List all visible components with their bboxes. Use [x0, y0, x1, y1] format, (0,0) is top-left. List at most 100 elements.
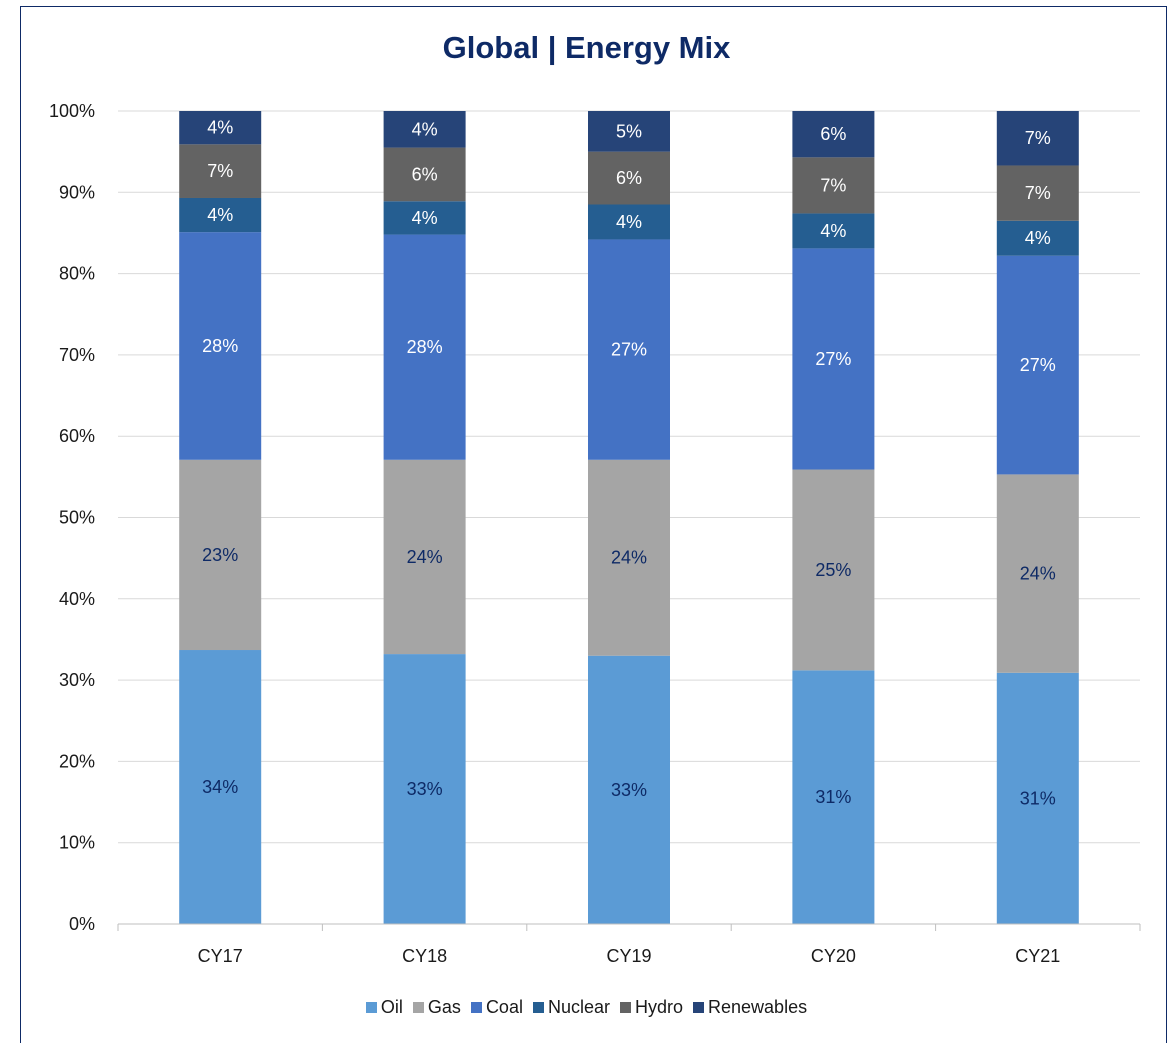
y-tick-label: 60% — [59, 426, 95, 446]
bar-segment-nuclear — [383, 201, 466, 235]
data-label-coal: 28% — [407, 337, 443, 357]
data-label-gas: 25% — [815, 560, 851, 580]
bar-stacks: 34% 23% 28% 4% 7% 4% 33% 24% 28% 4% 6% 4% 33% 24% 27% 4… — [179, 111, 1079, 924]
x-tick-label: CY19 — [606, 946, 651, 966]
bar-segment-hydro — [179, 144, 262, 198]
legend-item-renewables: Renewables — [693, 997, 807, 1018]
data-label-hydro: 6% — [616, 168, 642, 188]
y-tick-label: 0% — [69, 914, 95, 934]
bar-segment-hydro — [996, 165, 1079, 221]
data-label-nuclear: 4% — [820, 221, 846, 241]
data-label-oil: 33% — [611, 780, 647, 800]
data-label-oil: 31% — [1020, 788, 1056, 808]
data-label-nuclear: 4% — [1025, 228, 1051, 248]
bar-segment-oil — [996, 672, 1079, 924]
legend-label: Coal — [485, 997, 523, 1017]
bar-segment-gas — [792, 469, 875, 671]
bar-segment-renewables — [792, 111, 875, 158]
bar-segment-nuclear — [792, 213, 875, 249]
data-label-coal: 27% — [611, 340, 647, 360]
legend-swatch — [532, 1002, 544, 1013]
data-label-gas: 24% — [611, 548, 647, 568]
data-label-coal: 27% — [1020, 355, 1056, 375]
data-label-oil: 33% — [407, 779, 443, 799]
legend-label: Renewables — [708, 997, 808, 1017]
legend-label: Oil — [380, 997, 403, 1017]
y-tick-label: 70% — [59, 345, 95, 365]
x-tick-label: CY20 — [811, 946, 856, 966]
bar-segment-hydro — [588, 151, 670, 205]
bar-segment-renewables — [588, 111, 670, 152]
bar-segment-coal — [996, 255, 1079, 475]
bar-segment-coal — [588, 239, 670, 460]
bar-segment-nuclear — [588, 204, 670, 240]
bar-segment-gas — [996, 474, 1079, 673]
x-tick-label: CY17 — [198, 946, 243, 966]
legend-swatch — [620, 1002, 631, 1013]
data-label-gas: 24% — [407, 547, 443, 567]
legend-swatch — [470, 1002, 482, 1013]
bar-segment-coal — [792, 248, 875, 470]
legend-item-hydro: Hydro — [620, 997, 683, 1018]
bar-segment-coal — [383, 234, 466, 460]
legend-swatch — [412, 1002, 424, 1013]
bar-segment-hydro — [383, 147, 466, 202]
bar-segment-renewables — [996, 111, 1079, 166]
y-tick-label: 20% — [59, 751, 95, 771]
data-label-renewables: 6% — [820, 124, 846, 144]
data-label-renewables: 7% — [1025, 128, 1051, 148]
bar-segment-gas — [179, 459, 262, 651]
legend-label: Hydro — [635, 997, 684, 1017]
data-label-coal: 28% — [202, 336, 238, 356]
bar-segment-oil — [588, 655, 670, 924]
data-label-nuclear: 4% — [616, 212, 642, 232]
data-label-gas: 24% — [1020, 564, 1056, 584]
bar-segment-renewables — [383, 111, 466, 148]
legend-item-oil: Oil — [365, 997, 403, 1018]
data-label-nuclear: 4% — [412, 208, 438, 228]
legend-swatch — [693, 1002, 705, 1013]
data-label-renewables: 4% — [412, 119, 438, 139]
y-tick-label: 50% — [59, 508, 95, 528]
data-label-hydro: 6% — [412, 164, 438, 184]
legend-label: Gas — [427, 997, 461, 1017]
data-label-gas: 23% — [202, 545, 238, 565]
legend-item-nuclear: Nuclear — [532, 997, 610, 1018]
bar-segment-coal — [179, 232, 262, 460]
legend: Oil Gas Coal Nuclear Hydro Renewables — [0, 997, 1173, 1018]
bar-segment-gas — [383, 459, 466, 655]
bar-segment-hydro — [792, 157, 875, 214]
legend-swatch — [365, 1002, 377, 1013]
legend-item-gas: Gas — [412, 997, 461, 1018]
y-tick-label: 90% — [59, 182, 95, 202]
data-label-renewables: 4% — [207, 118, 233, 138]
bar-segment-oil — [792, 670, 875, 924]
bar-segment-nuclear — [179, 197, 262, 233]
y-tick-label: 100% — [49, 101, 95, 121]
data-label-hydro: 7% — [820, 175, 846, 195]
bar-segment-nuclear — [996, 220, 1079, 256]
data-label-renewables: 5% — [616, 121, 642, 141]
legend-item-coal: Coal — [470, 997, 523, 1018]
data-label-oil: 34% — [202, 777, 238, 797]
y-tick-label: 10% — [59, 833, 95, 853]
data-label-oil: 31% — [815, 787, 851, 807]
bar-segment-gas — [588, 459, 670, 656]
data-label-coal: 27% — [815, 349, 851, 369]
bar-segment-oil — [383, 654, 466, 924]
legend-label: Nuclear — [547, 997, 610, 1017]
data-label-hydro: 7% — [1025, 183, 1051, 203]
y-tick-label: 40% — [59, 589, 95, 609]
data-label-nuclear: 4% — [207, 205, 233, 225]
y-tick-label: 30% — [59, 670, 95, 690]
y-tick-label: 80% — [59, 264, 95, 284]
data-label-hydro: 7% — [207, 161, 233, 181]
bar-segment-oil — [179, 650, 262, 924]
x-tick-label: CY18 — [402, 946, 447, 966]
x-axis: CY17 CY18 CY19 CY20 CY21 — [117, 923, 1141, 966]
chart-title: Global | Energy Mix — [442, 30, 731, 65]
bar-segment-renewables — [179, 111, 262, 145]
y-axis: 0% 10% 20% 30% 40% 50% 60% 70% 80% 90% 100% — [49, 101, 95, 934]
x-tick-label: CY21 — [1015, 946, 1060, 966]
